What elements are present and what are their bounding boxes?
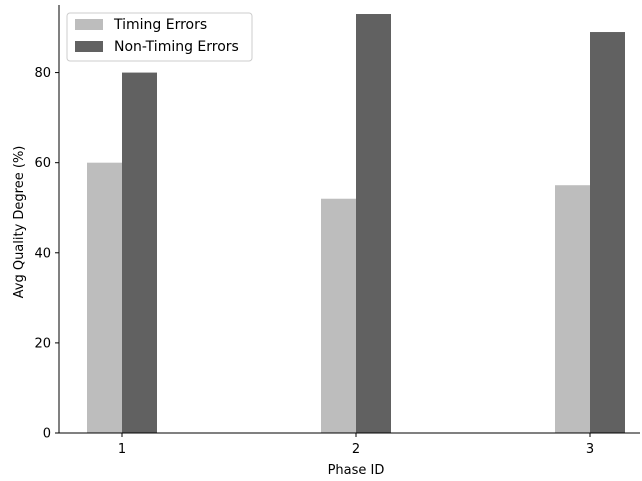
y-tick-label: 40	[34, 246, 51, 261]
bar-non-timing-errors-1	[122, 72, 157, 433]
bar-non-timing-errors-2	[356, 14, 391, 433]
bar-timing-errors-1	[87, 162, 122, 433]
y-tick-label: 60	[34, 156, 51, 171]
legend-frame	[66, 12, 253, 62]
x-tick-label: 2	[352, 442, 360, 457]
x-tick-label: 3	[586, 442, 594, 457]
y-tick-label: 20	[34, 336, 51, 351]
y-axis-label: Avg Quality Degree (%)	[12, 146, 27, 299]
bar-non-timing-errors-3	[590, 32, 625, 433]
legend-label-timing-errors: Timing Errors	[113, 17, 207, 33]
y-tick-label: 0	[43, 427, 51, 442]
legend-swatch-timing-errors	[75, 19, 103, 30]
x-tick-label: 1	[118, 442, 126, 457]
legend-label-non-timing-errors: Non-Timing Errors	[114, 39, 239, 55]
x-axis-label: Phase ID	[328, 463, 385, 478]
legend: Timing Errors Non-Timing Errors	[66, 12, 253, 62]
bar-timing-errors-2	[321, 198, 356, 433]
bar-timing-errors-3	[555, 185, 590, 433]
plot-area: 1 2 3 0 20 40 60 80	[34, 5, 640, 457]
legend-swatch-non-timing-errors	[75, 41, 103, 52]
y-tick-label: 80	[34, 66, 51, 81]
